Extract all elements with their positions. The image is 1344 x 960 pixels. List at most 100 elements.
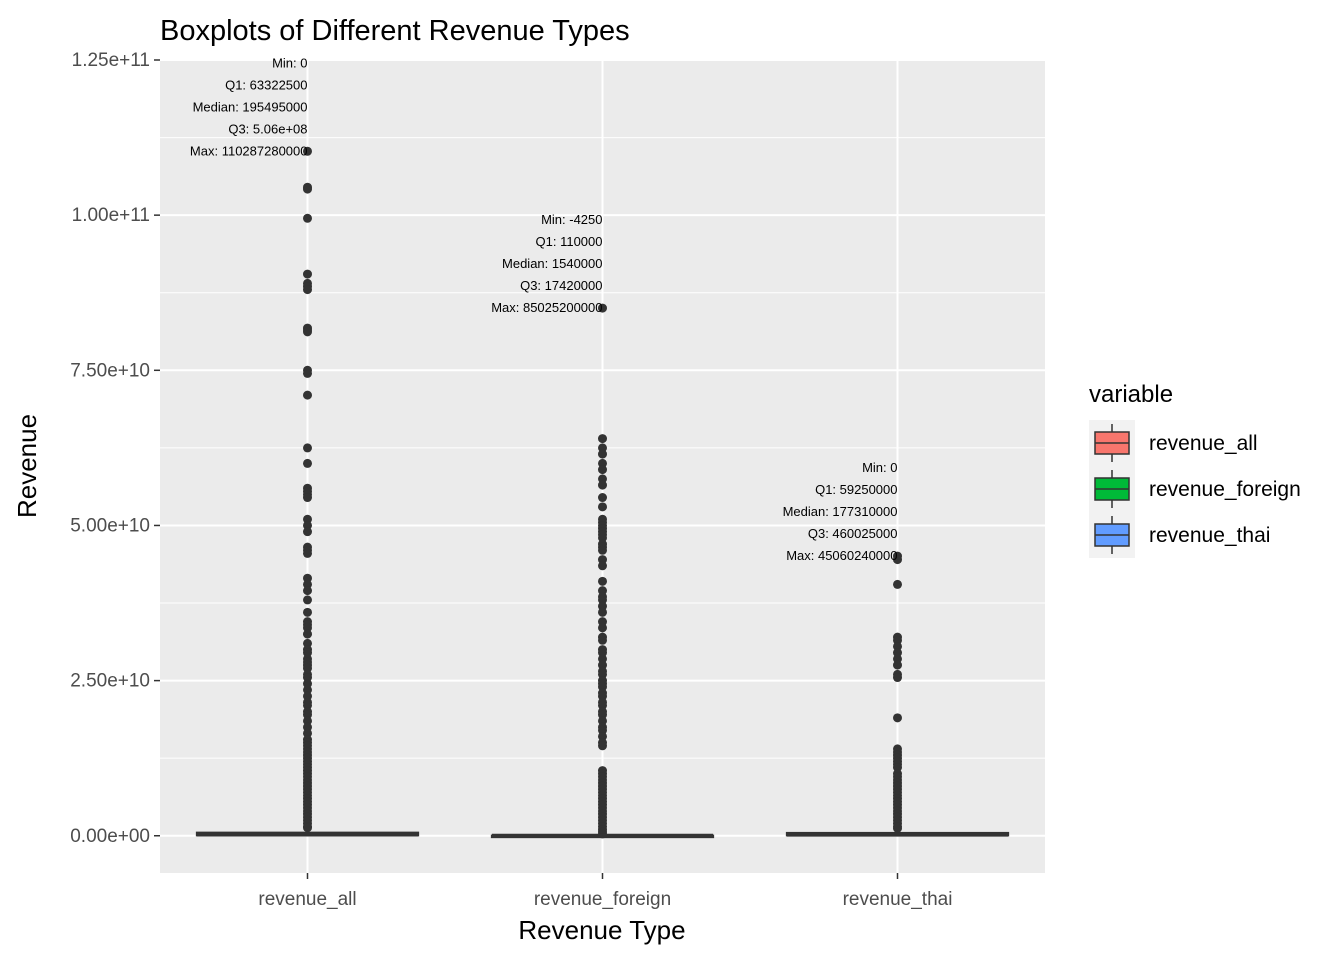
outlier-point [303, 663, 312, 673]
outlier-point [598, 607, 607, 617]
outlier-point [598, 502, 607, 512]
outlier-point [303, 520, 312, 530]
y-tick-label: 2.50e+10 [70, 671, 150, 692]
outlier-point [598, 576, 607, 586]
outlier-point [893, 555, 902, 565]
outlier-point [598, 555, 607, 565]
legend-title: variable [1089, 381, 1173, 408]
summary-annotation: Min: -4250 [541, 212, 602, 227]
outlier-point [598, 595, 607, 605]
outlier-point [303, 710, 312, 720]
outlier-point [893, 823, 902, 833]
outlier-point [598, 660, 607, 670]
x-tick-label: revenue_foreign [534, 889, 671, 910]
outlier-point [303, 269, 312, 279]
summary-annotation: Median: 177310000 [783, 504, 898, 519]
legend: variable revenue_all revenue_foreignreven… [1089, 381, 1301, 558]
summary-annotations: Min: 0 Q1: 63322500 Median: 195495000 Q3: 5… [190, 55, 898, 563]
outlier-point [598, 731, 607, 741]
x-axis-title: Revenue Type [518, 915, 685, 945]
legend-label: revenue_thai [1149, 524, 1270, 547]
outlier-point [303, 368, 312, 378]
x-tick-label: revenue_thai [843, 889, 953, 910]
outlier-point [303, 629, 312, 639]
outlier-point [303, 722, 312, 732]
outlier-point [598, 700, 607, 710]
x-axis: revenue_all revenue_foreign revenue_thai [258, 873, 952, 910]
chart-title: Boxplots of Different Revenue Types [160, 15, 630, 47]
outlier-point [598, 443, 607, 453]
y-tick-label: 1.00e+11 [72, 205, 150, 226]
outlier-point [598, 465, 607, 475]
outlier-point [303, 579, 312, 589]
outlier-point [598, 561, 607, 571]
summary-annotation: Max: 45060240000 [786, 548, 897, 563]
outlier-point [303, 623, 312, 633]
outlier-point [598, 474, 607, 484]
outlier-point [893, 673, 902, 683]
outlier-point [303, 327, 312, 337]
outlier-point [303, 146, 312, 156]
outlier-point [598, 458, 607, 468]
outlier-point [303, 716, 312, 726]
y-tick-label: 1.25e+11 [72, 50, 150, 71]
x-tick-label: revenue_all [258, 889, 356, 910]
summary-annotation: Q3: 17420000 [520, 278, 602, 293]
summary-annotation: Q1: 110000 [536, 234, 603, 249]
outlier-point [303, 679, 312, 689]
outlier-point [598, 545, 607, 555]
summary-annotation: Median: 1540000 [502, 256, 602, 271]
outlier-point [303, 638, 312, 648]
summary-annotation: Q1: 63322500 [225, 77, 307, 92]
outlier-point [303, 514, 312, 524]
outlier-point [303, 548, 312, 558]
outlier-point [303, 285, 312, 295]
summary-annotation: Min: 0 [272, 55, 307, 70]
outlier-point [303, 691, 312, 701]
y-tick-label: 0.00e+00 [70, 826, 150, 847]
outlier-point [893, 579, 902, 589]
outlier-point [598, 617, 607, 627]
summary-annotation: Median: 195495000 [193, 99, 308, 114]
outlier-point [893, 635, 902, 645]
outlier-point [303, 586, 312, 596]
outlier-point [893, 654, 902, 664]
outlier-point [598, 716, 607, 726]
outlier-point [303, 390, 312, 400]
outlier-point [598, 533, 607, 543]
legend-label: revenue_foreign [1149, 478, 1301, 501]
outlier-point [598, 654, 607, 664]
y-tick-label: 5.00e+10 [70, 515, 150, 536]
legend-label: revenue_all [1149, 432, 1258, 455]
outlier-point [303, 685, 312, 695]
outlier-point [303, 823, 312, 833]
summary-annotation: Max: 85025200000 [491, 300, 602, 315]
outlier-point [303, 458, 312, 468]
outlier-point [303, 184, 312, 194]
outlier-point [893, 660, 902, 670]
outlier-point [893, 713, 902, 723]
outlier-point [303, 213, 312, 223]
summary-annotation: Min: 0 [862, 460, 897, 475]
outlier-point [303, 700, 312, 710]
outlier-point [598, 635, 607, 645]
outlier-point [598, 623, 607, 633]
outlier-point [598, 710, 607, 720]
outlier-point [598, 741, 607, 751]
outlier-point [303, 493, 312, 503]
summary-annotation: Q3: 5.06e+08 [228, 121, 307, 136]
box-elements [195, 830, 1010, 839]
outlier-point [598, 480, 607, 490]
outlier-point [893, 641, 902, 651]
outlier-point [303, 527, 312, 537]
outlier-point [303, 673, 312, 683]
outlier-point [598, 449, 607, 459]
outlier-point [598, 682, 607, 692]
outlier-point [598, 669, 607, 679]
summary-annotation: Q3: 460025000 [808, 526, 898, 541]
outlier-point [893, 648, 902, 658]
outlier-point [893, 762, 902, 772]
outlier-point [598, 303, 607, 313]
outlier-point [303, 573, 312, 583]
outlier-point [598, 601, 607, 611]
